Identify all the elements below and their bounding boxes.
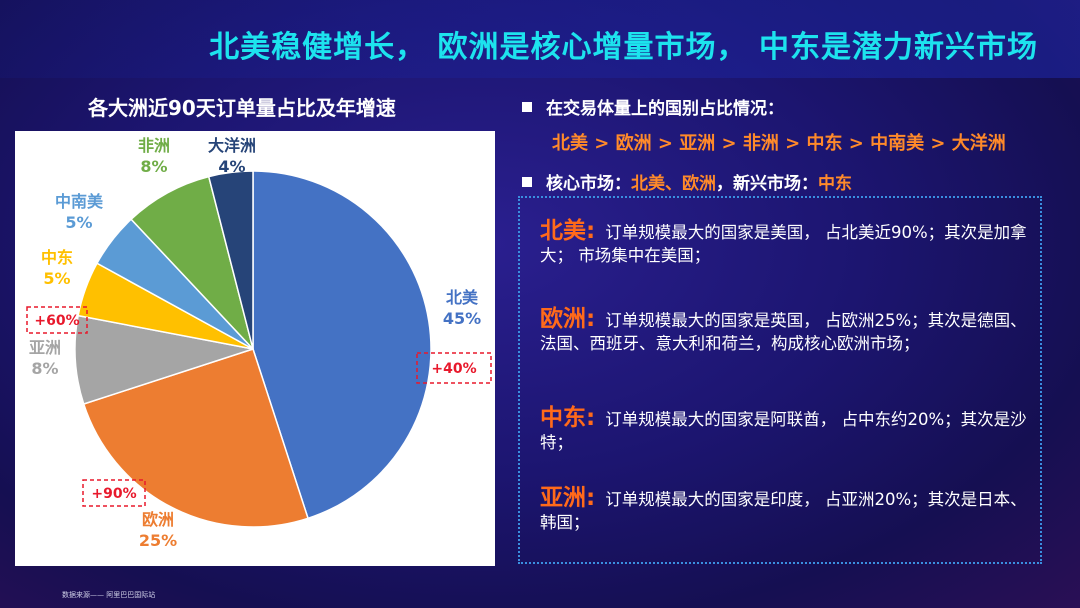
region-europe: 欧洲: 订单规模最大的国家是英国， 占欧洲25%；其次是德国、法国、西班牙、意大利… [540, 308, 1036, 355]
pie-slice-6 [207, 170, 254, 350]
pie-slice-1 [82, 348, 309, 528]
core-market-prefix: 核心市场： [546, 174, 631, 194]
page-title: 北美稳健增长， 欧洲是核心增量市场， 中东是潜力新兴市场 [209, 30, 1038, 65]
region-name: 北美: [540, 218, 596, 244]
growth-box-3 [26, 306, 88, 334]
bullet-volume-share: 在交易体量上的国别占比情况： [522, 94, 784, 119]
slice-label-5: 非洲 [138, 136, 170, 155]
slice-label-6: 大洋洲 [208, 136, 256, 155]
slice-label-0: 北美 [446, 288, 479, 307]
core-markets: 北美、欧洲 [631, 174, 716, 194]
slice-label-4: 中南美 [55, 192, 104, 211]
slice-label-3: 中东 [41, 248, 73, 267]
region-text: 订单规模最大的国家是阿联酋， 占中东约20%；其次是沙特； [540, 410, 1027, 452]
slice-label-1: 欧洲 [142, 510, 174, 529]
emerging-markets: 中东 [818, 174, 852, 194]
region-name: 中东: [540, 405, 596, 431]
slice-value-0: 45% [443, 309, 481, 328]
chart-panel: 北美 45% +40% 欧洲 25% +90% 亚洲 8% 中东 5% +60% 中南美 5% 非洲 8% 大… [15, 131, 495, 566]
slice-value-6: 4% [218, 157, 245, 176]
slice-value-2: 8% [31, 359, 58, 378]
bullet-volume-label: 在交易体量上的国别占比情况： [546, 99, 784, 119]
growth-label-1: +90% [91, 486, 136, 502]
growth-box-0 [416, 352, 492, 384]
region-text: 订单规模最大的国家是印度， 占亚洲20%；其次是日本、韩国； [540, 490, 1027, 532]
growth-label-3: +60% [34, 313, 79, 329]
region-name: 亚洲: [540, 485, 596, 511]
region-detail-box: 北美: 订单规模最大的国家是美国， 占北美近90%；其次是加拿大； 市场集中在美国… [518, 196, 1042, 564]
slice-value-5: 8% [140, 157, 167, 176]
region-text: 订单规模最大的国家是英国， 占欧洲25%；其次是德国、法国、西班牙、意大利和荷兰… [540, 311, 1027, 353]
bullet-square-icon [522, 102, 532, 112]
data-source-footer: 数据来源—— 阿里巴巴国际站 [62, 591, 156, 599]
growth-box-1 [82, 479, 146, 507]
chart-title: 各大洲近90天订单量占比及年增速 [88, 96, 396, 120]
pie-chart: 北美 45% +40% 欧洲 25% +90% 亚洲 8% 中东 5% +60% 中南美 5% 非洲 8% 大… [26, 136, 492, 550]
slice-label-2: 亚洲 [29, 338, 61, 357]
bullet-square-icon [522, 177, 532, 187]
pie-slice-0 [252, 170, 432, 520]
pie-slice-2 [74, 314, 254, 405]
region-north-america: 北美: 订单规模最大的国家是美国， 占北美近90%；其次是加拿大； 市场集中在美国… [540, 220, 1036, 267]
emerging-market-prefix: ，新兴市场： [716, 174, 818, 194]
market-ranking: 北美 > 欧洲 > 亚洲 > 非洲 > 中东 > 中南美 > 大洋洲 [552, 133, 1006, 154]
slice-value-1: 25% [139, 531, 177, 550]
region-text: 订单规模最大的国家是美国， 占北美近90%；其次是加拿大； 市场集中在美国； [540, 223, 1027, 265]
pie-slice-5 [130, 175, 254, 350]
growth-label-0: +40% [431, 361, 476, 377]
region-asia: 亚洲: 订单规模最大的国家是印度， 占亚洲20%；其次是日本、韩国； [540, 487, 1036, 534]
region-middle-east: 中东: 订单规模最大的国家是阿联酋， 占中东约20%；其次是沙特； [540, 407, 1036, 454]
bullet-markets: 核心市场：北美、欧洲，新兴市场：中东 [522, 169, 852, 194]
title-bar [0, 0, 1080, 78]
slice-value-3: 5% [43, 269, 70, 288]
slice-value-4: 5% [65, 213, 92, 232]
region-name: 欧洲: [540, 306, 596, 332]
